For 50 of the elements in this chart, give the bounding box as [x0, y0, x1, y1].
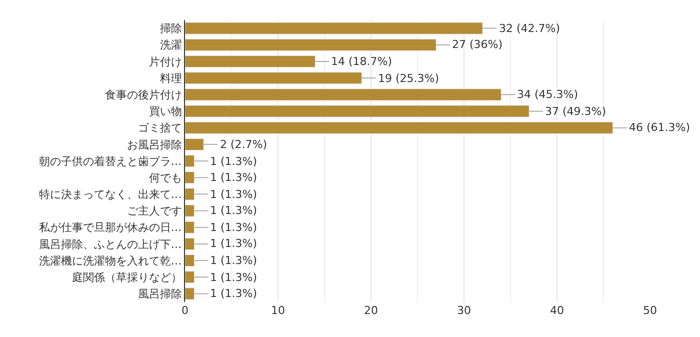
y-tick-label: 庭関係（草採りなど） [72, 270, 182, 284]
data-label: 34 (45.3%) [517, 88, 578, 101]
bar [185, 172, 195, 184]
data-label: 1 (1.3%) [210, 155, 258, 168]
data-label: 32 (42.7%) [499, 22, 560, 35]
y-tick-label: 洗濯 [160, 38, 182, 52]
data-label: 1 (1.3%) [210, 221, 258, 234]
x-tick-label: 50 [643, 304, 657, 317]
x-tick-label: 40 [550, 304, 564, 317]
y-tick-label: ご主人です [126, 204, 182, 218]
data-label: 1 (1.3%) [210, 237, 258, 250]
y-tick-label: 私が仕事で旦那が休みの日… [38, 221, 182, 234]
y-tick-label: 風呂掃除、ふとんの上げ下… [38, 238, 182, 251]
bar [185, 288, 195, 300]
bar [185, 221, 195, 234]
data-label: 1 (1.3%) [210, 204, 258, 217]
y-tick-label: 風呂掃除 [138, 288, 182, 301]
x-tick-label: 30 [457, 304, 471, 317]
bar [185, 204, 195, 217]
x-tick-label: 20 [364, 304, 378, 317]
y-tick-label: 片付け [148, 55, 182, 68]
y-tick-label: 特に決まってなく、出来て… [38, 188, 182, 202]
y-tick-label: ゴミ捨て [138, 122, 182, 135]
y-tick-label: 食事の後片付け [104, 88, 182, 102]
y-tick-label: 掃除 [160, 22, 182, 36]
x-tick-label: 0 [182, 304, 188, 317]
data-label: 1 (1.3%) [210, 271, 258, 284]
data-label: 14 (18.7%) [331, 55, 392, 68]
bar [185, 138, 204, 150]
data-label: 46 (61.3%) [629, 121, 690, 134]
y-tick-label: 何でも [148, 171, 182, 184]
data-label: 1 (1.3%) [210, 171, 258, 184]
data-label: 37 (49.3%) [545, 105, 606, 118]
data-label: 1 (1.3%) [210, 188, 258, 201]
data-label: 1 (1.3%) [210, 254, 258, 267]
y-tick-label: お風呂掃除 [126, 138, 182, 152]
bar [185, 254, 195, 267]
data-label: 2 (2.7%) [220, 138, 268, 151]
bar [185, 271, 195, 284]
data-label: 1 (1.3%) [210, 287, 258, 300]
bar [185, 238, 195, 250]
y-tick-label: 朝の子供の着替えと歯ブラ… [38, 154, 182, 168]
x-tick-label: 10 [271, 304, 285, 317]
data-label: 19 (25.3%) [378, 72, 440, 85]
bar [185, 154, 195, 168]
bar [185, 188, 195, 200]
data-label: 27 (36%) [452, 38, 503, 51]
y-tick-label: 料理 [160, 72, 182, 85]
y-tick-label: 買い物 [148, 105, 182, 118]
y-tick-label: 洗濯機に洗濯物を入れて乾… [38, 254, 182, 268]
